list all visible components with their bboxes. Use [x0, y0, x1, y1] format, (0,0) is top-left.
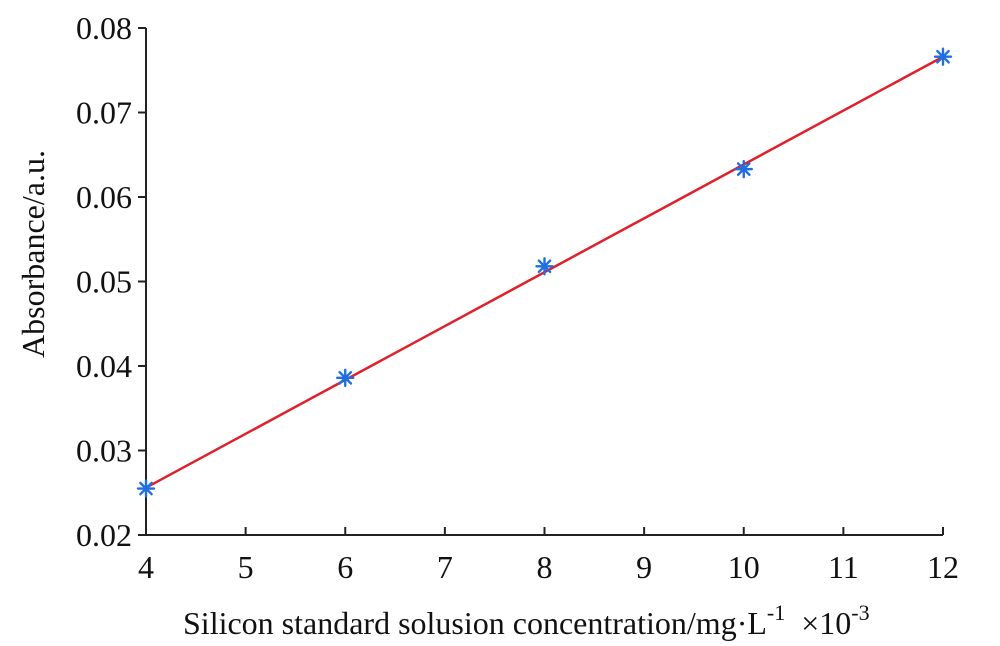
data-points-layer	[136, 47, 953, 498]
x-tick-label: 12	[927, 549, 959, 585]
x-axis-title: Silicon standard solusion concentration/…	[183, 600, 870, 641]
y-axis-title: Absorbance/a.u.	[15, 150, 51, 358]
axes	[145, 28, 943, 536]
x-tick-label: 5	[238, 549, 254, 585]
y-tick-label: 0.02	[76, 517, 132, 553]
x-axis-title-main: Silicon standard solusion concentration/…	[183, 605, 767, 641]
x-tick-label: 6	[337, 549, 353, 585]
data-point	[136, 479, 156, 498]
x-tick-label: 9	[636, 549, 652, 585]
x-ticks: 4 5 6 7 8 9 10 11 12	[138, 527, 959, 585]
y-ticks: 0.02 0.03 0.04 0.05 0.06 0.07 0.08	[76, 10, 146, 553]
data-point	[933, 47, 953, 66]
x-tick-label: 4	[138, 549, 154, 585]
x-tick-label: 8	[537, 549, 553, 585]
x-tick-label: 11	[828, 549, 859, 585]
data-point	[535, 257, 554, 276]
x-axis-title-unit-superscript: -1	[767, 600, 785, 625]
x-axis-title-multiplier-exponent: -3	[851, 600, 869, 625]
y-tick-label: 0.07	[76, 95, 132, 131]
data-point	[734, 159, 753, 179]
y-tick-label: 0.06	[76, 179, 132, 215]
y-tick-label: 0.08	[76, 10, 132, 46]
x-tick-label: 10	[728, 549, 760, 585]
data-point	[336, 368, 355, 388]
x-tick-label: 7	[437, 549, 453, 585]
x-axis-title-multiplier: ×10	[801, 605, 851, 641]
y-tick-label: 0.05	[76, 264, 132, 300]
y-tick-label: 0.03	[76, 433, 132, 469]
y-tick-label: 0.04	[76, 348, 132, 384]
